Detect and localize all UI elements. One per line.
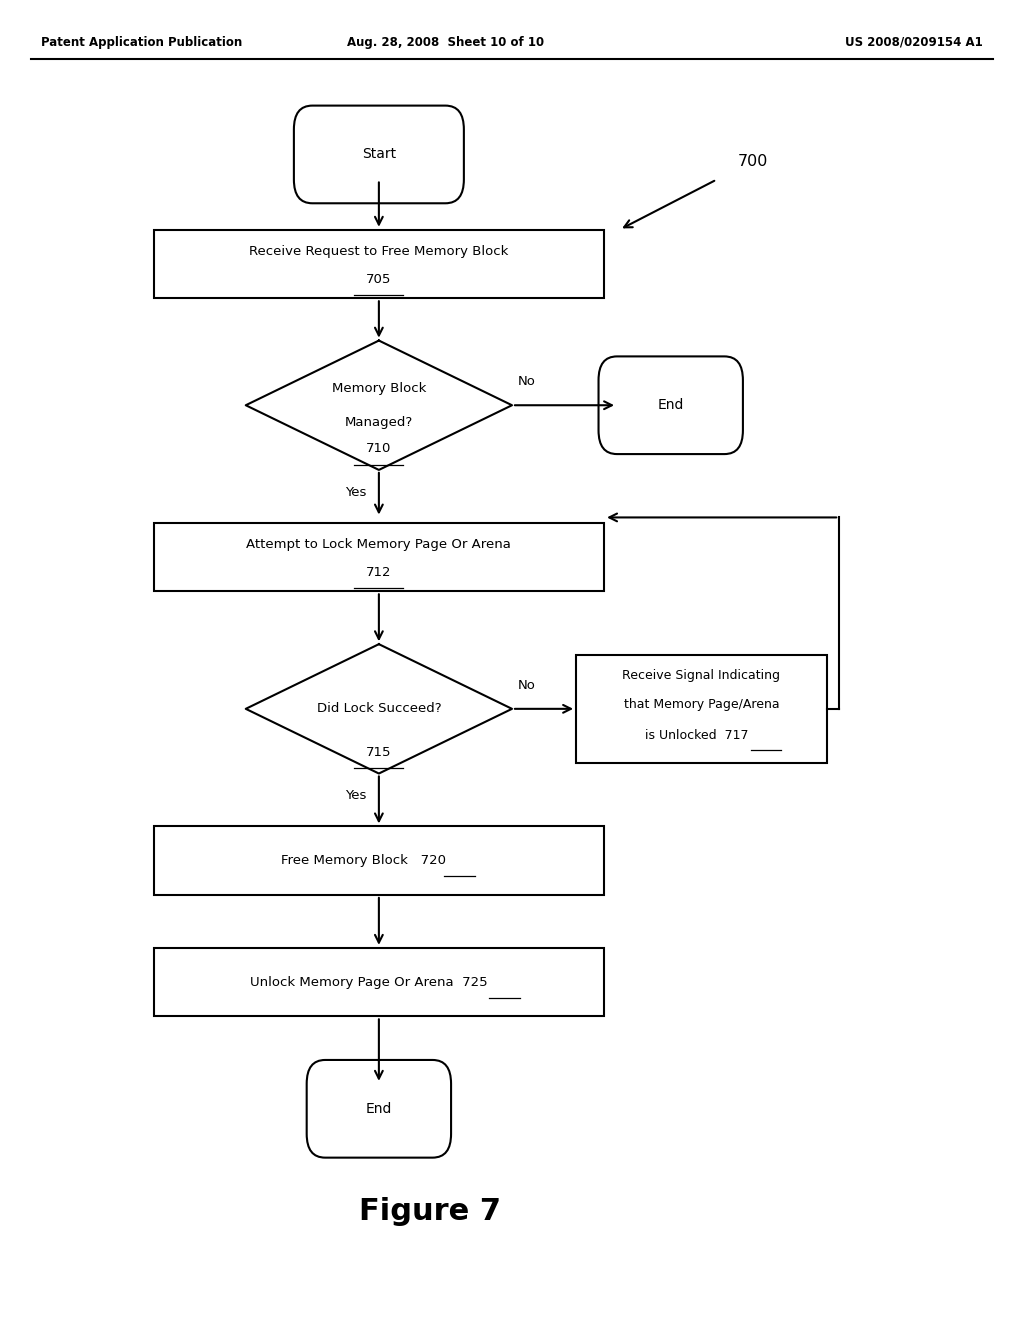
- Text: Memory Block: Memory Block: [332, 381, 426, 395]
- Text: Attempt to Lock Memory Page Or Arena: Attempt to Lock Memory Page Or Arena: [247, 539, 511, 552]
- Text: End: End: [657, 399, 684, 412]
- Text: End: End: [366, 1102, 392, 1115]
- Text: 710: 710: [367, 442, 391, 455]
- FancyBboxPatch shape: [294, 106, 464, 203]
- Text: Yes: Yes: [345, 486, 367, 499]
- Text: Yes: Yes: [345, 789, 367, 803]
- Text: Free Memory Block   720: Free Memory Block 720: [281, 854, 446, 867]
- Text: that Memory Page/Arena: that Memory Page/Arena: [624, 698, 779, 711]
- Text: 700: 700: [737, 153, 768, 169]
- Bar: [154, 523, 604, 591]
- Polygon shape: [246, 341, 512, 470]
- Bar: [154, 948, 604, 1016]
- Text: Figure 7: Figure 7: [359, 1197, 501, 1226]
- Text: Start: Start: [361, 148, 396, 161]
- Polygon shape: [246, 644, 512, 774]
- Text: Receive Signal Indicating: Receive Signal Indicating: [623, 669, 780, 682]
- Text: Did Lock Succeed?: Did Lock Succeed?: [316, 702, 441, 715]
- Text: 715: 715: [367, 746, 391, 759]
- Text: is Unlocked  717: is Unlocked 717: [644, 729, 749, 742]
- Bar: [154, 826, 604, 895]
- FancyBboxPatch shape: [598, 356, 743, 454]
- Text: US 2008/0209154 A1: US 2008/0209154 A1: [845, 36, 983, 49]
- Bar: [154, 230, 604, 298]
- Bar: [575, 655, 827, 763]
- Text: Unlock Memory Page Or Arena  725: Unlock Memory Page Or Arena 725: [250, 975, 487, 989]
- FancyBboxPatch shape: [307, 1060, 451, 1158]
- Text: Aug. 28, 2008  Sheet 10 of 10: Aug. 28, 2008 Sheet 10 of 10: [347, 36, 544, 49]
- Text: No: No: [518, 678, 536, 692]
- Text: 705: 705: [367, 273, 391, 285]
- Text: Patent Application Publication: Patent Application Publication: [41, 36, 243, 49]
- Text: No: No: [518, 375, 536, 388]
- Text: Receive Request to Free Memory Block: Receive Request to Free Memory Block: [249, 246, 509, 259]
- Text: 712: 712: [367, 566, 391, 578]
- Text: Managed?: Managed?: [345, 416, 413, 429]
